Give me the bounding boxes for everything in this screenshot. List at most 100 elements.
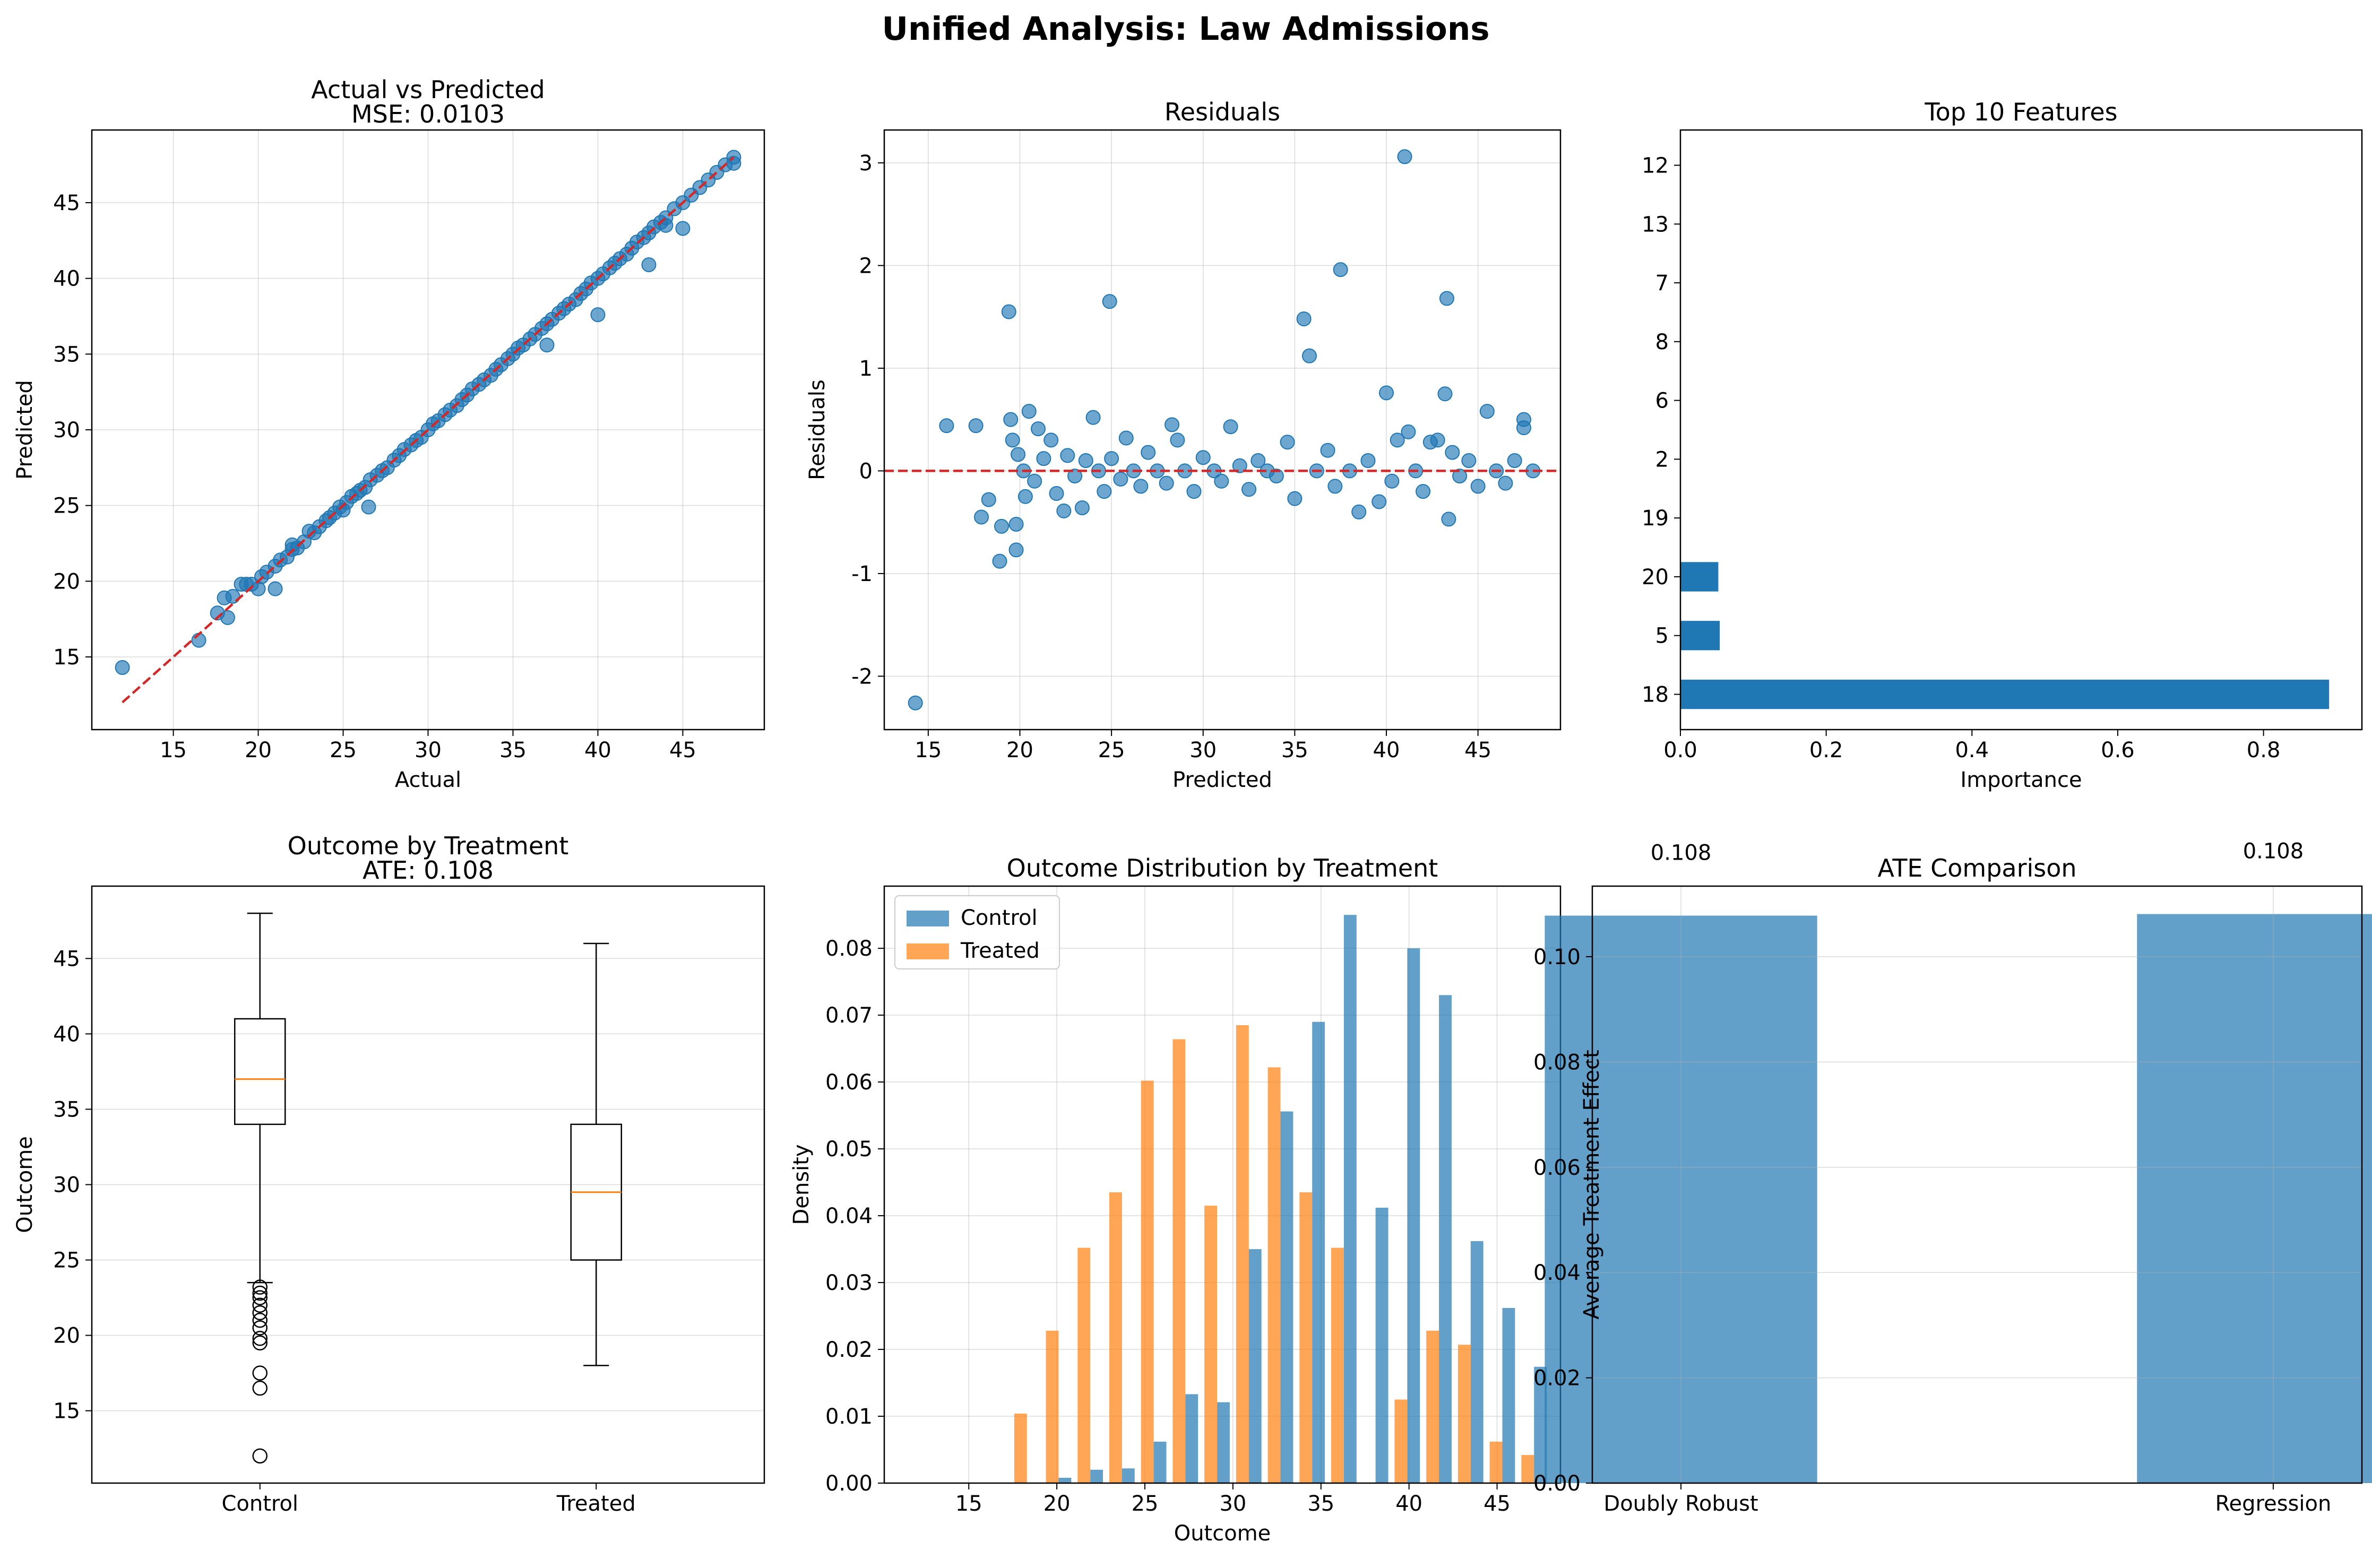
- outlier-point: [252, 1297, 268, 1313]
- scatter-point: [1384, 473, 1400, 489]
- x-tick-label: 0.8: [2247, 738, 2281, 763]
- scatter-point: [1301, 348, 1317, 363]
- scatter-point: [908, 695, 923, 711]
- scatter-point: [1113, 471, 1128, 487]
- scatter-point: [1170, 432, 1185, 448]
- scatter-point: [1351, 504, 1367, 519]
- y-tick-label: 25: [53, 1249, 80, 1273]
- histogram-bar: [1331, 1248, 1344, 1483]
- x-axis-label: Actual: [395, 768, 461, 792]
- outlier-point: [252, 1365, 268, 1381]
- scatter-point: [1516, 412, 1531, 427]
- chart-subtitle: MSE: 0.0103: [351, 100, 505, 128]
- histogram-bar: [1217, 1402, 1230, 1483]
- outlier-point: [252, 1320, 268, 1336]
- scatter-point: [1439, 291, 1454, 306]
- scatter-point: [641, 257, 657, 272]
- y-tick-label: 30: [53, 418, 80, 443]
- x-tick-label: Treated: [556, 1492, 636, 1516]
- chart-title: Residuals: [1165, 98, 1280, 126]
- bar-value-label: 0.108: [1651, 841, 1712, 865]
- y-axis-label: Outcome: [13, 1136, 37, 1233]
- y-tick-label: 0.07: [825, 1003, 873, 1028]
- scatter-point: [1043, 432, 1059, 448]
- histogram-bar: [1299, 1192, 1313, 1483]
- outlier-point: [252, 1331, 268, 1346]
- scatter-point: [1074, 500, 1090, 516]
- histogram-bar: [1122, 1468, 1135, 1483]
- legend-label: Treated: [960, 939, 1040, 963]
- scatter-point: [992, 553, 1007, 569]
- x-tick-label: 35: [1307, 1492, 1334, 1516]
- panel-top-features: Top 10 Features 0.0 0.2 0.4 0.6 0.8 18 5 20 19 2 6 8…: [1642, 98, 2363, 792]
- scatter-point: [1507, 453, 1522, 469]
- scatter-point: [1470, 479, 1486, 494]
- histogram-bar: [1394, 1399, 1408, 1483]
- histogram-bar: [1185, 1394, 1198, 1483]
- legend-swatch: [907, 911, 949, 926]
- y-tick-label: 19: [1642, 506, 1669, 531]
- histogram-bar: [1109, 1192, 1122, 1483]
- x-axis-label: Predicted: [1172, 768, 1272, 792]
- scatter-point: [1021, 404, 1037, 419]
- y-tick-label: -2: [851, 664, 873, 689]
- y-tick-label: 0.00: [825, 1471, 873, 1496]
- y-tick-label: 30: [53, 1173, 80, 1198]
- x-tick-label: 0.4: [1955, 738, 1989, 763]
- histogram-bar: [1312, 1021, 1325, 1483]
- scatter-point: [981, 492, 996, 507]
- y-tick-label: 0.04: [825, 1204, 873, 1228]
- bar: [1680, 562, 1719, 592]
- scatter-point: [1416, 484, 1431, 499]
- scatter-point: [1036, 451, 1051, 466]
- y-tick-label: 0.02: [825, 1338, 873, 1362]
- scatter-point: [994, 518, 1009, 534]
- y-tick-label: 20: [53, 569, 80, 594]
- histogram-bar: [1141, 1080, 1154, 1483]
- histogram-bar: [1267, 1067, 1281, 1483]
- y-tick-label: 12: [1642, 153, 1669, 178]
- scatter-point: [1479, 404, 1495, 419]
- histogram-bar: [1521, 1455, 1534, 1483]
- x-tick-label: 40: [584, 738, 611, 763]
- x-tick-label: 20: [245, 738, 272, 763]
- scatter-point: [1027, 473, 1042, 489]
- y-tick-label: -1: [851, 562, 873, 586]
- histogram-bar: [1470, 1241, 1483, 1483]
- scatter-point: [1008, 517, 1024, 532]
- histogram-bar: [1426, 1330, 1439, 1483]
- outlier-point: [252, 1448, 268, 1464]
- scatter-point: [1327, 479, 1343, 494]
- scatter-point: [1097, 484, 1112, 499]
- scatter-point: [1372, 494, 1387, 509]
- scatter-point: [1232, 458, 1247, 473]
- chart-title: Outcome by Treatment: [288, 831, 569, 860]
- histogram-bar: [1343, 915, 1357, 1483]
- scatter-point: [1186, 484, 1202, 499]
- x-tick-label: 0.2: [1809, 738, 1843, 763]
- x-tick-label: 20: [1006, 738, 1033, 763]
- scatter-point: [1379, 385, 1394, 401]
- histogram-bar: [1204, 1206, 1218, 1483]
- y-tick-label: 0.08: [825, 937, 873, 961]
- axes-frame: [883, 129, 1562, 731]
- x-tick-label: Doubly Robust: [1603, 1492, 1758, 1516]
- y-tick-label: 0.04: [1533, 1261, 1581, 1285]
- scatter-point: [1437, 386, 1453, 402]
- y-tick-label: 45: [53, 191, 80, 215]
- scatter-point: [1250, 453, 1266, 469]
- y-axis-label: Average Treatment Effect: [1580, 1050, 1604, 1319]
- panel-residuals: Residuals 15 20 25 30 35 40 45 -2 -1 0 1 2 3 Predicted…: [805, 98, 1562, 792]
- y-tick-label: 5: [1655, 624, 1669, 648]
- y-tick-label: 40: [53, 1022, 80, 1046]
- x-tick-label: 0.0: [1663, 738, 1697, 763]
- y-tick-label: 13: [1642, 212, 1669, 237]
- scatter-point: [1390, 432, 1405, 448]
- x-tick-label: 25: [1132, 1492, 1159, 1516]
- chart-title: Actual vs Predicted: [311, 75, 545, 104]
- scatter-point: [1441, 512, 1456, 527]
- legend-label: Control: [961, 906, 1038, 930]
- x-tick-label: 40: [1395, 1492, 1422, 1516]
